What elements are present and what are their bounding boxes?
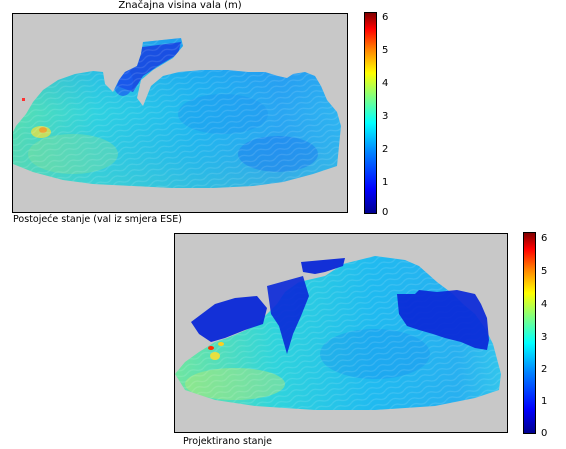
cbar-tick-label: 0 [382,207,389,218]
cbar-tick-label: 1 [541,396,548,407]
cbar-tick-label: 0 [541,428,548,439]
heatmap-existing [12,13,348,213]
cbar-tick-label: 2 [541,364,548,375]
cbar-tick-label: 3 [541,332,548,343]
heatmap-projected [174,233,508,433]
cbar-tick-label: 3 [382,111,389,122]
colorbar-projected [523,232,536,434]
cbar-tick-label: 1 [382,177,389,188]
cbar-tick-label: 6 [382,12,389,23]
cbar-tick-label: 4 [382,78,389,89]
colorbar-existing [364,12,377,214]
harbour-zone [191,258,489,354]
cbar-tick-label: 5 [382,45,389,56]
caption-existing: Postojeće stanje (val iz smjera ESE) [13,214,182,225]
cbar-tick-label: 6 [541,233,548,244]
cbar-tick-label: 2 [382,144,389,155]
caption-projected: Projektirano stanje [183,436,273,447]
cbar-tick-label: 4 [541,299,548,310]
chart-title: Značajna visina vala (m) [118,0,242,11]
cbar-tick-label: 5 [541,266,548,277]
